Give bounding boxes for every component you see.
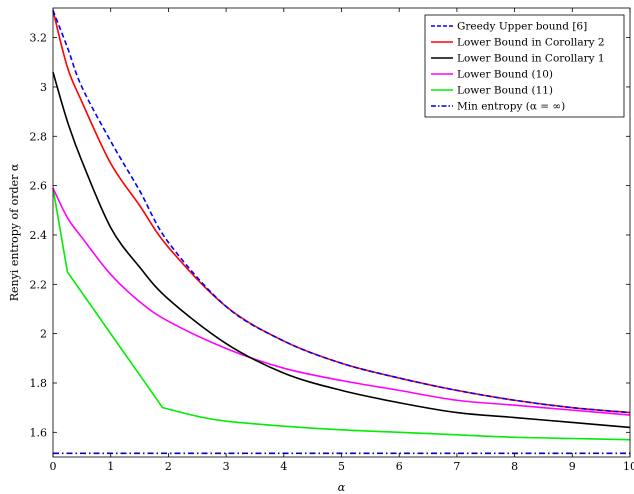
legend-entry-label: Min entropy (α = ∞) [457, 101, 565, 113]
series-line-2 [52, 71, 631, 429]
x-tick-label: 8 [511, 460, 518, 473]
legend-entry-label: Lower Bound (11) [457, 85, 553, 97]
y-tick-label: 3.2 [30, 32, 48, 45]
y-axis-label: Renyi entropy of order α [8, 163, 21, 301]
x-tick-label: 10 [623, 460, 634, 473]
x-axis-label: α [338, 481, 346, 494]
legend-entry-label: Lower Bound (10) [457, 69, 553, 81]
x-tick-label: 9 [569, 460, 576, 473]
y-tick-label: 1.6 [30, 426, 48, 439]
y-tick-label: 2.6 [30, 180, 48, 193]
x-tick-label: 5 [338, 460, 345, 473]
y-tick-label: 2 [40, 328, 47, 341]
y-tick-label: 1.8 [30, 377, 48, 390]
x-tick-label: 4 [280, 460, 287, 473]
legend-entry-label: Lower Bound in Corollary 2 [457, 37, 605, 49]
x-tick-label: 0 [50, 460, 57, 473]
legend-entry-label: Lower Bound in Corollary 1 [457, 53, 605, 65]
y-tick-label: 2.2 [30, 278, 48, 291]
x-tick-label: 2 [165, 460, 172, 473]
legend-box [424, 14, 625, 118]
legend-entry-label: Greedy Upper bound [6] [457, 21, 587, 33]
series-line-0 [52, 10, 631, 414]
y-tick-label: 2.4 [30, 229, 48, 242]
y-tick-label: 2.8 [30, 130, 48, 143]
x-tick-label: 7 [453, 460, 460, 473]
y-axis-ticks: 1.6 1.8 2 2.2 2.4 2.6 2.8 3 3.2 [30, 32, 630, 439]
x-tick-label: 3 [223, 460, 230, 473]
x-axis-ticks: 0 1 2 3 4 5 6 7 8 9 10 [50, 8, 634, 473]
series-line-4 [52, 187, 631, 441]
y-tick-label: 3 [40, 81, 47, 94]
x-tick-label: 1 [107, 460, 114, 473]
legend: Greedy Upper bound [6] Lower Bound in Cor… [424, 14, 625, 118]
x-tick-label: 6 [396, 460, 403, 473]
